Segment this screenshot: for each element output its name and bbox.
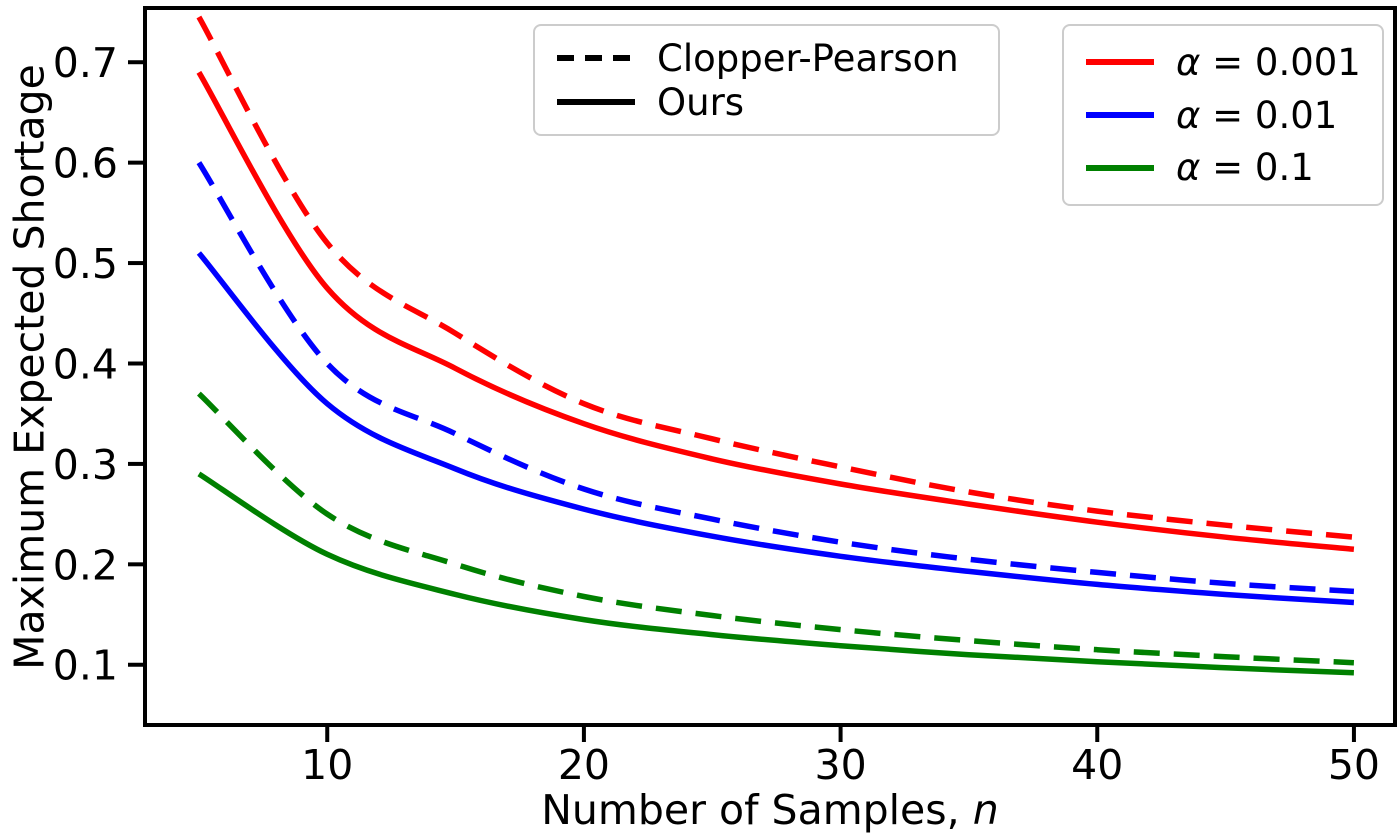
green-line-sample <box>1086 164 1154 171</box>
legend-entry-alpha-0.1: α = 0.1 <box>1084 141 1362 194</box>
solid-line-sample <box>557 99 635 105</box>
curve-clopper-pearson-alpha-0.001 <box>196 15 1355 540</box>
y-tick-label: 0.6 <box>53 140 118 188</box>
curve-clopper-pearson-alpha-0.01 <box>196 161 1355 595</box>
y-tick-label: 0.7 <box>53 39 118 87</box>
legend-entry-alpha-0.01: α = 0.01 <box>1084 89 1362 142</box>
curve-ours-alpha-0.01 <box>196 251 1355 606</box>
x-tick-label: 40 <box>1071 741 1123 789</box>
x-axis-label: Number of Samples, n <box>145 786 1395 834</box>
y-tick-label: 0.1 <box>53 642 118 690</box>
legend-entry-ours: Ours <box>555 80 978 124</box>
x-tick-label: 20 <box>558 741 610 789</box>
curve-ours-alpha-0.001 <box>196 70 1355 553</box>
blue-line-sample <box>1086 112 1154 118</box>
dashed-line-sample <box>557 55 635 61</box>
curve-ours-alpha-0.1 <box>197 471 1355 676</box>
legend-label-alpha-0.1: α = 0.1 <box>1176 146 1314 190</box>
legend-alpha-values: α = 0.001 α = 0.01 α = 0.1 <box>1062 24 1384 206</box>
curve-clopper-pearson-alpha-0.1 <box>197 391 1355 666</box>
y-tick-label: 0.5 <box>53 240 118 288</box>
legend-label-ours: Ours <box>657 80 745 124</box>
legend-line-style: Clopper-Pearson Ours <box>533 24 1000 136</box>
legend-label-clopper-pearson: Clopper-Pearson <box>657 36 959 80</box>
x-tick-label: 30 <box>814 741 866 789</box>
y-axis-label: Maximum Expected Shortage <box>5 64 54 670</box>
legend-label-alpha-0.01: α = 0.01 <box>1176 93 1338 137</box>
y-tick-label: 0.2 <box>53 541 118 589</box>
plot-border <box>143 6 1397 727</box>
x-tick-label: 50 <box>1328 741 1380 789</box>
x-tick-label: 10 <box>301 741 353 789</box>
x-axis-label-variable: n <box>972 786 999 834</box>
legend-entry-alpha-0.001: α = 0.001 <box>1084 36 1362 89</box>
legend-label-alpha-0.001: α = 0.001 <box>1176 40 1361 84</box>
legend-entry-clopper-pearson: Clopper-Pearson <box>555 36 978 80</box>
red-line-sample <box>1086 59 1154 66</box>
y-tick-label: 0.4 <box>53 340 118 388</box>
y-tick-label: 0.3 <box>53 441 118 489</box>
x-axis-label-text: Number of Samples, <box>541 786 973 834</box>
